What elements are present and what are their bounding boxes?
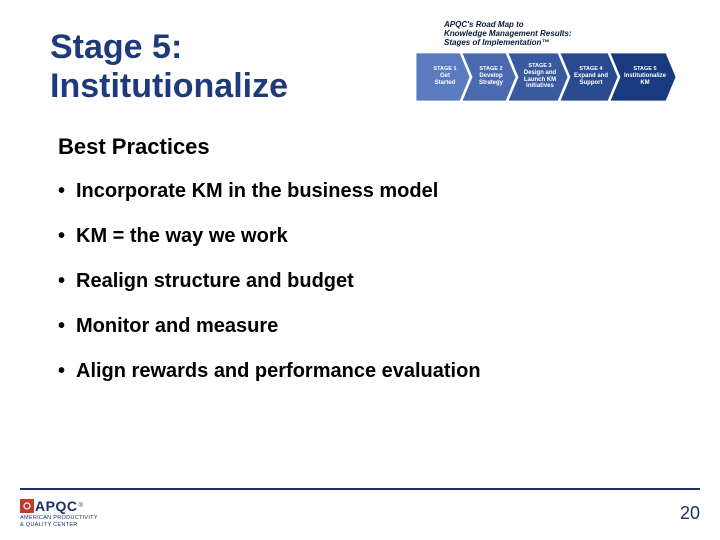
roadmap-heading-line2: Knowledge Management Results:	[444, 29, 572, 38]
roadmap-stage-label: STAGE 3Design andLaunch KMInitiatives	[512, 63, 564, 90]
bullet-item: Realign structure and budget	[58, 270, 670, 293]
roadmap-heading-line1: APQC's Road Map to	[444, 20, 524, 29]
roadmap-heading-line3: Stages of Implementation™	[444, 38, 549, 47]
logo-registered: ®	[78, 503, 82, 509]
logo-mark: APQC ®	[20, 498, 83, 514]
slide-title: Stage 5: Institutionalize	[50, 28, 370, 106]
logo-icon	[20, 499, 34, 513]
page-number: 20	[680, 503, 700, 524]
bullet-item: KM = the way we work	[58, 225, 670, 248]
logo-subtitle-1: AMERICAN PRODUCTIVITY	[20, 515, 98, 521]
slide-footer: APQC ® AMERICAN PRODUCTIVITY & QUALITY C…	[20, 488, 700, 528]
roadmap-stage-5: STAGE 5InstitutionalizeKM	[610, 53, 676, 101]
bullet-item: Align rewards and performance evaluation	[58, 360, 670, 383]
roadmap-stage-label: STAGE 1GetStarted	[421, 66, 464, 86]
roadmap-heading: APQC's Road Map to Knowledge Management …	[444, 20, 696, 48]
logo-text: APQC	[35, 498, 77, 514]
bullet-list: Incorporate KM in the business model KM =…	[58, 180, 670, 383]
roadmap-stage-label: STAGE 4Expand andSupport	[562, 66, 616, 86]
slide: APQC's Road Map to Knowledge Management …	[0, 0, 720, 540]
bullet-item: Monitor and measure	[58, 315, 670, 338]
roadmap-stage-label: STAGE 5InstitutionalizeKM	[612, 66, 674, 86]
bullet-item: Incorporate KM in the business model	[58, 180, 670, 203]
roadmap-chevrons: STAGE 1GetStartedSTAGE 2DevelopStrategyS…	[416, 51, 696, 103]
roadmap-graphic: APQC's Road Map to Knowledge Management …	[416, 20, 696, 110]
roadmap-stage-3: STAGE 3Design andLaunch KMInitiatives	[508, 53, 568, 101]
roadmap-stage-label: STAGE 2DevelopStrategy	[467, 66, 511, 86]
slide-subtitle: Best Practices	[58, 134, 670, 160]
apqc-logo: APQC ® AMERICAN PRODUCTIVITY & QUALITY C…	[20, 498, 98, 528]
logo-subtitle-2: & QUALITY CENTER	[20, 522, 78, 528]
